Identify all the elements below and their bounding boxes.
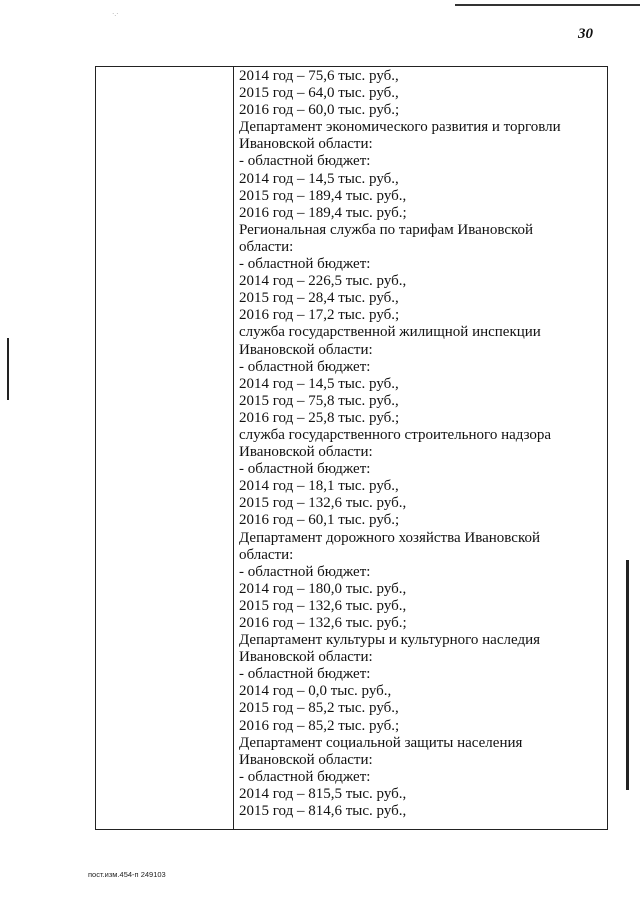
text-line: - областной бюджет: bbox=[239, 461, 371, 478]
text-line: 2016 год – 60,0 тыс. руб.; bbox=[239, 102, 400, 119]
text-line: Ивановской области: bbox=[239, 136, 373, 153]
text-line: Ивановской области: bbox=[239, 341, 373, 358]
scan-margin-mark bbox=[7, 338, 9, 400]
text-line: 2015 год – 85,2 тыс. руб., bbox=[239, 700, 399, 717]
scan-edge-line bbox=[455, 4, 640, 6]
text-line: 2014 год – 0,0 тыс. руб., bbox=[239, 683, 392, 700]
page-number: 30 bbox=[578, 26, 593, 42]
scan-margin-mark bbox=[626, 560, 629, 790]
scan-artifact: ·.· bbox=[112, 10, 119, 18]
text-line: 2015 год – 64,0 тыс. руб., bbox=[239, 85, 399, 102]
text-line: - областной бюджет: bbox=[239, 768, 371, 785]
text-line: 2015 год – 189,4 тыс. руб., bbox=[239, 187, 407, 204]
text-line: Ивановской области: bbox=[239, 649, 373, 666]
text-line: 2016 год – 25,8 тыс. руб.; bbox=[239, 409, 400, 426]
text-line: Департамент дорожного хозяйства Ивановск… bbox=[239, 529, 541, 546]
text-line: 2016 год – 17,2 тыс. руб.; bbox=[239, 307, 400, 324]
text-line: - областной бюджет: bbox=[239, 666, 371, 683]
text-line: 2016 год – 85,2 тыс. руб.; bbox=[239, 717, 400, 734]
text-line: 2016 год – 60,1 тыс. руб.; bbox=[239, 512, 400, 529]
text-line: 2014 год – 815,5 тыс. руб., bbox=[239, 785, 407, 802]
text-line: - областной бюджет: bbox=[239, 153, 371, 170]
text-line: 2015 год – 28,4 тыс. руб., bbox=[239, 290, 399, 307]
document-footer: пост.изм.454-п 249103 bbox=[88, 870, 166, 879]
text-line: области: bbox=[239, 238, 294, 255]
text-line: Ивановской области: bbox=[239, 751, 373, 768]
text-line: служба государственного строительного на… bbox=[239, 426, 552, 443]
budget-table: 2014 год – 75,6 тыс. руб., 2015 год – 64,… bbox=[95, 66, 608, 830]
text-line: 2015 год – 132,6 тыс. руб., bbox=[239, 597, 407, 614]
text-line: Ивановской области: bbox=[239, 444, 373, 461]
text-line: Департамент культуры и культурного насле… bbox=[239, 632, 541, 649]
text-line: области: bbox=[239, 546, 294, 563]
text-line: 2016 год – 132,6 тыс. руб.; bbox=[239, 615, 407, 631]
text-line: 2014 год – 75,6 тыс. руб., bbox=[239, 68, 399, 84]
text-line: Региональная служба по тарифам Ивановско… bbox=[239, 221, 534, 238]
text-line: служба государственной жилищной инспекци… bbox=[239, 324, 541, 341]
text-line: 2014 год – 180,0 тыс. руб., bbox=[239, 580, 407, 597]
text-line: 2014 год – 14,5 тыс. руб., bbox=[239, 170, 399, 187]
text-line: - областной бюджет: bbox=[239, 358, 371, 375]
text-line: - областной бюджет: bbox=[239, 256, 371, 273]
text-line: Департамент социальной защиты населения bbox=[239, 734, 523, 751]
text-line: 2014 год – 226,5 тыс. руб., bbox=[239, 273, 407, 290]
text-line: 2015 год – 75,8 тыс. руб., bbox=[239, 392, 399, 409]
column-divider bbox=[233, 67, 234, 829]
text-line: 2016 год – 189,4 тыс. руб.; bbox=[239, 204, 407, 221]
text-line: 2014 год – 14,5 тыс. руб., bbox=[239, 375, 399, 392]
text-line: 2015 год – 132,6 тыс. руб., bbox=[239, 495, 407, 512]
text-line: Департамент экономического развития и то… bbox=[239, 119, 561, 136]
text-line: 2014 год – 18,1 тыс. руб., bbox=[239, 478, 399, 495]
funding-cell: 2014 год – 75,6 тыс. руб., 2015 год – 64,… bbox=[239, 68, 603, 820]
text-line: 2015 год – 814,6 тыс. руб., bbox=[239, 803, 407, 820]
text-line: - областной бюджет: bbox=[239, 563, 371, 580]
